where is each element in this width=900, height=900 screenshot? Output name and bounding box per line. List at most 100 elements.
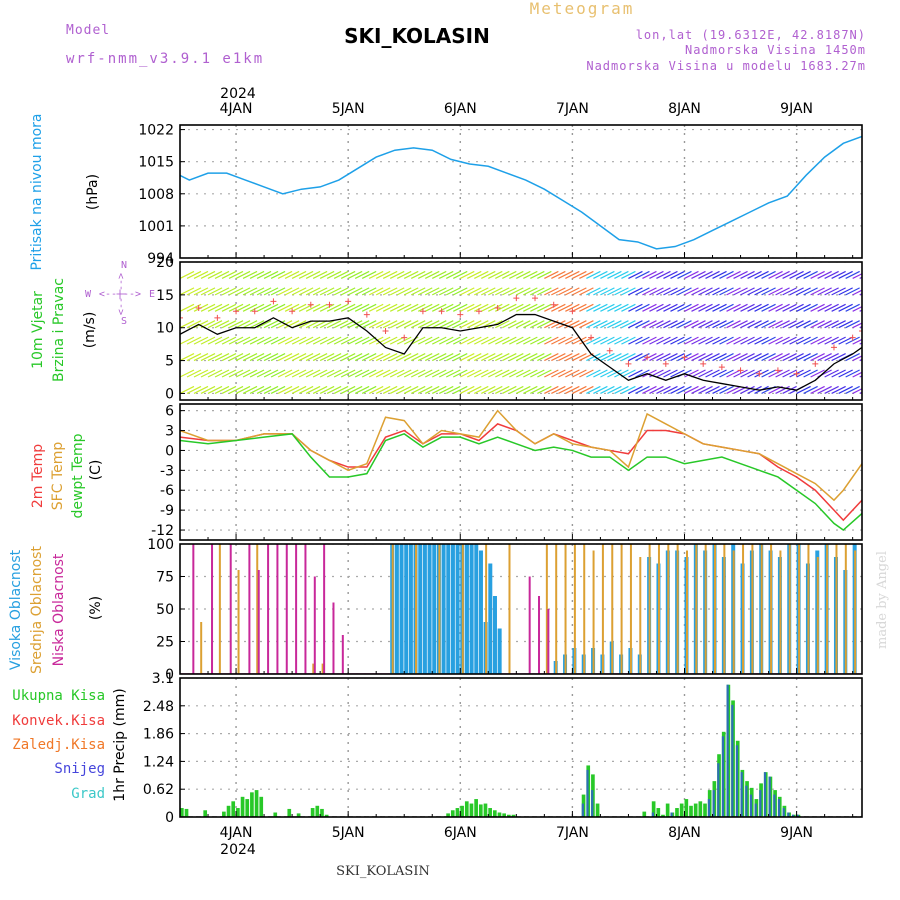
wind-barb	[796, 270, 811, 279]
wind-barb	[249, 287, 265, 296]
wind-barb	[347, 336, 363, 345]
wind-barb	[705, 336, 720, 345]
precip-snow-bar	[591, 790, 594, 817]
wind-barb	[354, 336, 370, 345]
wind-barb	[277, 369, 293, 378]
cloud-bar-1	[648, 544, 651, 674]
wind-barb	[565, 270, 580, 279]
wind-barb	[228, 303, 244, 312]
wind-barb	[438, 385, 454, 394]
wind-barb	[502, 270, 517, 279]
wind-barb	[410, 353, 426, 362]
wind-barb	[235, 336, 251, 345]
wind-barb	[635, 320, 650, 329]
wind-barb	[586, 353, 601, 362]
wind-barb	[712, 287, 727, 296]
wind-barb	[193, 320, 209, 329]
wind-barb	[200, 353, 216, 362]
cloud-bar-2	[276, 544, 279, 674]
wind-barb	[502, 336, 517, 345]
pressure-y-tick-label: 1015	[138, 155, 174, 171]
wind-barb	[284, 270, 300, 279]
cloud-bar-1	[438, 544, 441, 674]
cloud-y-tick-label: 25	[156, 635, 174, 651]
wind-barb	[824, 287, 839, 296]
wind-barb	[235, 303, 251, 312]
cloud-bar-1	[826, 544, 829, 674]
wind-barb	[649, 270, 664, 279]
wind-gust-marker	[774, 367, 781, 374]
wind-barb	[354, 270, 370, 279]
wind-barb	[719, 320, 734, 329]
wind-barb	[474, 336, 489, 345]
wind-barb	[389, 385, 405, 394]
wind-barb	[319, 303, 335, 312]
wind-barb	[509, 287, 524, 296]
wind-barb	[656, 270, 671, 279]
wind-barb	[691, 287, 706, 296]
top-day-label: 4JAN	[220, 101, 253, 117]
wind-barb	[551, 336, 566, 345]
precip-snow-bar	[782, 808, 785, 817]
wind-barb	[481, 336, 496, 345]
wind-barb	[740, 320, 755, 329]
wind-barb	[733, 270, 748, 279]
cloud-frame	[179, 543, 863, 675]
wind-barb	[775, 353, 790, 362]
wind-barb	[326, 336, 342, 345]
wind-barb	[319, 385, 335, 394]
top-day-label: 7JAN	[556, 101, 589, 117]
wind-barb	[712, 270, 727, 279]
wind-barb	[361, 353, 377, 362]
wind-barb	[705, 369, 720, 378]
wind-gust-marker	[307, 301, 314, 308]
wind-barb	[277, 336, 293, 345]
model-altitude: Nadmorska Visina u modelu 1683.27m	[586, 59, 866, 73]
wind-barb	[600, 320, 615, 329]
wind-barb	[291, 303, 307, 312]
wind-barb	[747, 303, 762, 312]
cloud-bar-1	[555, 544, 558, 674]
wind-barb	[586, 369, 601, 378]
wind-barb	[200, 336, 216, 345]
wind-barb	[452, 353, 468, 362]
wind-barb	[284, 303, 300, 312]
wind-barb	[530, 369, 545, 378]
wind-barb	[235, 369, 251, 378]
wind-gust-marker	[494, 305, 501, 311]
wind-barb	[754, 336, 769, 345]
wind-barb	[600, 303, 615, 312]
wind-barb	[193, 270, 209, 279]
cloud-bar-0	[446, 544, 451, 674]
wind-barb	[481, 303, 496, 312]
wind-barb	[382, 336, 398, 345]
wind-barb	[803, 336, 818, 345]
wind-barb	[810, 320, 825, 329]
wind-barb	[544, 303, 559, 312]
wind-barb	[410, 270, 426, 279]
wind-barb	[186, 320, 202, 329]
wind-barb	[340, 270, 356, 279]
wind-barb	[761, 303, 776, 312]
wind-barb	[347, 320, 363, 329]
precip-rain-bar	[698, 801, 703, 817]
station-title: SKI_KOLASIN	[344, 24, 490, 48]
wind-barb	[565, 303, 580, 312]
wind-barb	[530, 270, 545, 279]
pressure-line	[180, 135, 862, 250]
wind-barb	[417, 369, 433, 378]
wind-barb	[810, 353, 825, 362]
wind-barb	[417, 336, 433, 345]
cloud-bar-1	[760, 544, 763, 674]
wind-barb	[235, 385, 251, 394]
wind-barb	[291, 270, 307, 279]
wind-barb	[460, 287, 475, 296]
top-year: 2024	[220, 86, 256, 102]
wind-barb	[572, 303, 587, 312]
wind-gust-marker	[382, 328, 389, 334]
precip-y-tick-label: 1.86	[143, 727, 174, 743]
wind-barb	[242, 385, 258, 394]
precip-frame	[179, 677, 863, 818]
wind-barb	[530, 287, 545, 296]
wind-barb	[207, 369, 223, 378]
